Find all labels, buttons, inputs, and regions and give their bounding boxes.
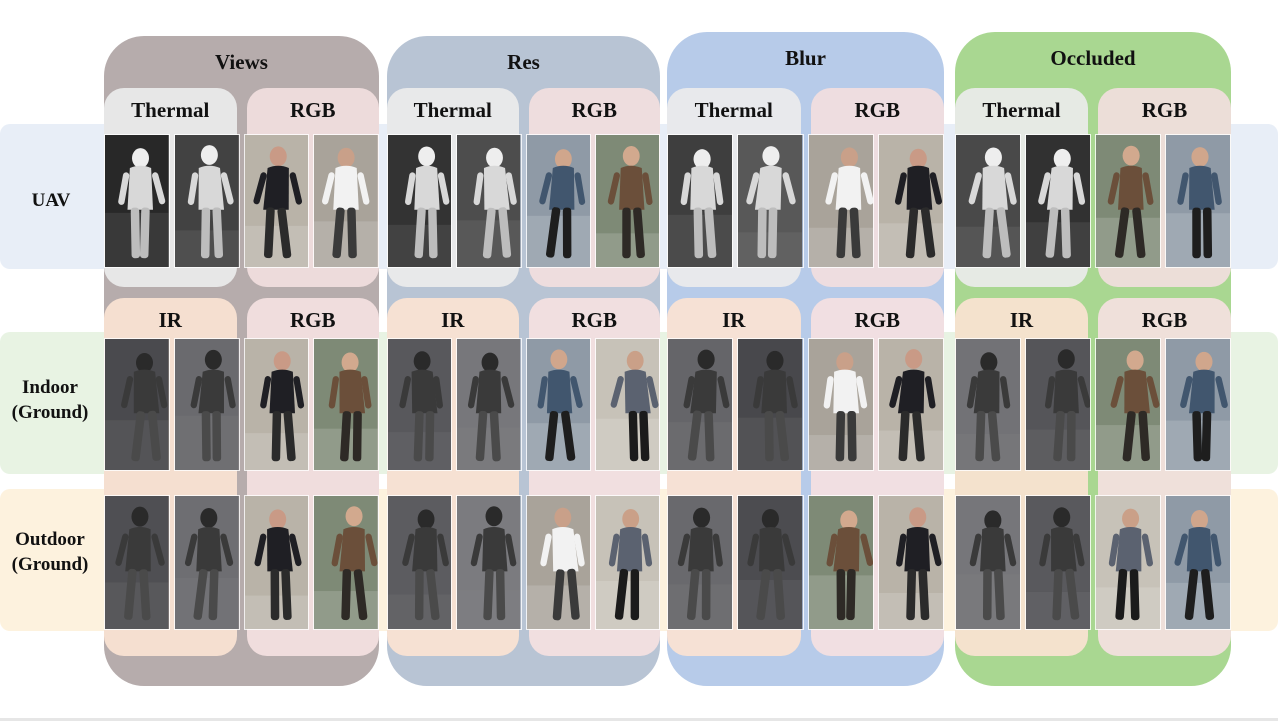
person-image bbox=[313, 338, 379, 471]
person-image bbox=[104, 338, 170, 471]
column-title: Occluded bbox=[1050, 46, 1136, 70]
pill-label: IR bbox=[441, 308, 465, 332]
row-label-indoor: Indoor (Ground) bbox=[2, 375, 98, 425]
bottom-divider bbox=[0, 718, 1278, 721]
row-label-line: UAV bbox=[31, 190, 71, 211]
person-image bbox=[525, 495, 591, 630]
person-image bbox=[1165, 134, 1231, 268]
person-image bbox=[737, 338, 804, 471]
person-image bbox=[594, 338, 660, 471]
person-image bbox=[1095, 134, 1161, 268]
person-image bbox=[807, 338, 874, 471]
person-image bbox=[955, 134, 1021, 268]
person-image bbox=[594, 134, 660, 268]
row-label-line: Outdoor bbox=[15, 529, 85, 550]
person-image bbox=[737, 134, 804, 268]
person-image bbox=[313, 134, 379, 268]
person-image bbox=[667, 495, 734, 630]
person-image bbox=[243, 495, 310, 630]
person-image bbox=[667, 134, 734, 268]
person-image bbox=[243, 134, 310, 268]
pill-label: RGB bbox=[571, 98, 617, 122]
row-label-outdoor: Outdoor (Ground) bbox=[2, 527, 98, 577]
person-image bbox=[173, 495, 240, 630]
person-image bbox=[525, 338, 591, 471]
person-image bbox=[387, 338, 453, 471]
person-image bbox=[737, 495, 804, 630]
person-image bbox=[243, 338, 310, 471]
person-image bbox=[456, 495, 522, 630]
person-image bbox=[955, 495, 1021, 630]
pill-label: RGB bbox=[1141, 98, 1188, 122]
person-image bbox=[387, 134, 453, 268]
person-image bbox=[807, 495, 874, 630]
person-image bbox=[807, 134, 874, 268]
pill-label: RGB bbox=[289, 308, 336, 332]
row-label-line: (Ground) bbox=[11, 402, 89, 423]
person-image bbox=[173, 338, 240, 471]
column-title: Blur bbox=[785, 46, 826, 70]
person-image bbox=[1095, 495, 1161, 630]
person-image bbox=[313, 495, 379, 630]
person-image bbox=[1165, 338, 1231, 471]
person-image bbox=[173, 134, 240, 268]
person-image bbox=[387, 495, 453, 630]
row-label-line: (Ground) bbox=[11, 554, 89, 575]
person-image bbox=[1025, 495, 1091, 630]
pill-label: IR bbox=[1009, 308, 1034, 332]
person-image bbox=[877, 134, 944, 268]
person-image bbox=[1095, 338, 1161, 471]
row-label-line: Indoor bbox=[22, 377, 78, 398]
pill-label: IR bbox=[722, 308, 746, 332]
person-image bbox=[104, 134, 170, 268]
pill-label: Thermal bbox=[131, 98, 210, 122]
row-label-uav: UAV bbox=[8, 188, 94, 213]
person-image bbox=[104, 495, 170, 630]
person-image bbox=[594, 495, 660, 630]
column-title: Views bbox=[215, 50, 268, 74]
person-image bbox=[955, 338, 1021, 471]
person-image bbox=[1165, 495, 1231, 630]
pill-label: IR bbox=[158, 308, 182, 332]
person-image bbox=[525, 134, 591, 268]
person-image bbox=[1025, 134, 1091, 268]
pill-label: RGB bbox=[1141, 308, 1188, 332]
pill-label: RGB bbox=[571, 308, 617, 332]
pill-label: RGB bbox=[854, 308, 900, 332]
person-image bbox=[667, 338, 734, 471]
pill-label: Thermal bbox=[694, 98, 773, 122]
pill-label: RGB bbox=[854, 98, 900, 122]
pill-label: Thermal bbox=[982, 98, 1061, 122]
person-image bbox=[1025, 338, 1091, 471]
person-image bbox=[456, 134, 522, 268]
pill-label: Thermal bbox=[413, 98, 492, 122]
person-image bbox=[877, 338, 944, 471]
pill-label: RGB bbox=[289, 98, 336, 122]
person-image bbox=[456, 338, 522, 471]
column-title: Res bbox=[507, 50, 540, 74]
person-image bbox=[877, 495, 944, 630]
